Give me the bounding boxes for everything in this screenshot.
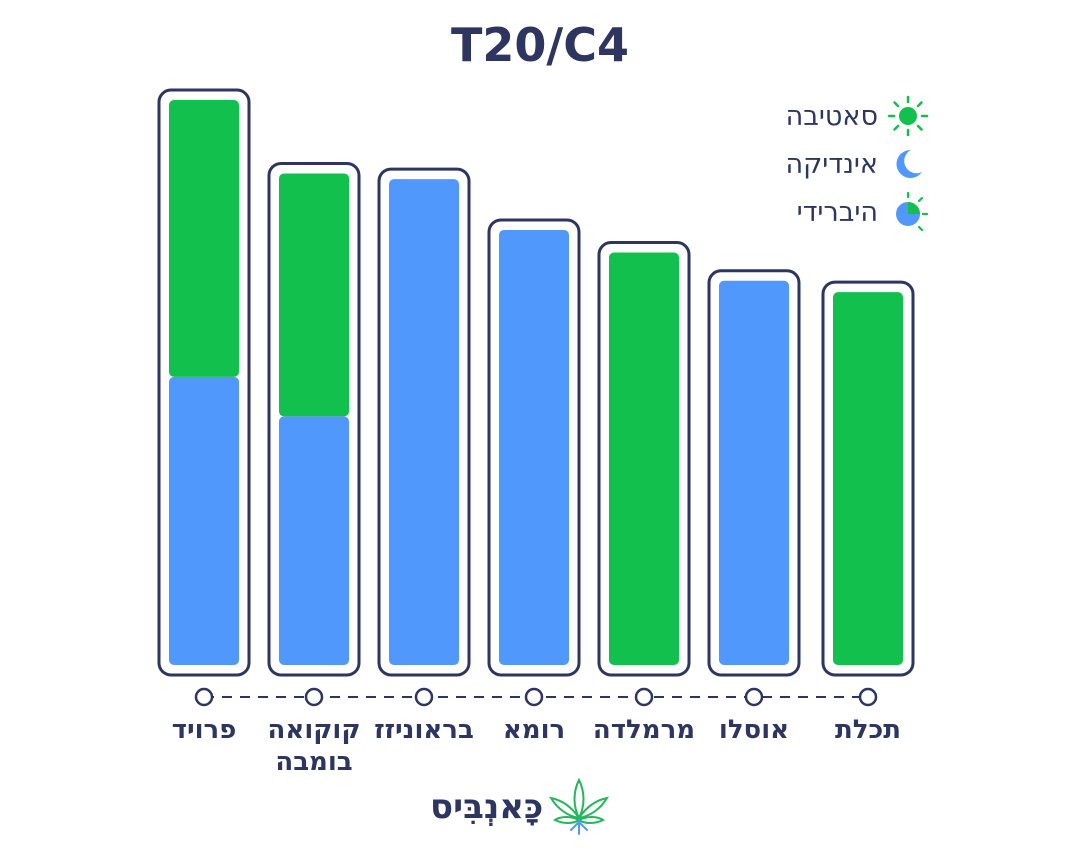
chart-legend: סאטיבה אינדיקה היברידי [740,92,930,236]
category-label-6: אוסלו [719,715,789,745]
bar-sativa-7 [833,292,903,665]
bar-indica-1 [169,376,239,665]
category-marker-3 [414,687,434,707]
category-label-1: פרויד [172,715,237,745]
bar-indica-6 [719,280,789,665]
category-label-4: רומא [503,715,565,745]
legend-label-hybrid: היברידי [796,196,878,228]
legend-item-sativa: סאטיבה [740,92,930,140]
category-marker-4 [524,687,544,707]
bar-indica-2 [279,416,349,665]
moon-icon [896,149,922,178]
sun-icon [887,95,929,137]
category-marker-7 [858,687,878,707]
bar-sativa-2 [279,173,349,417]
brand-logo: כָּאנְבִּיס [430,772,650,842]
legend-label-sativa: סאטיבה [785,100,878,132]
category-label-2: קוקואה בומבה [268,715,361,777]
bar-indica-4 [499,229,569,665]
category-label-5: מרמלדה [593,715,695,745]
legend-label-indica: אינדיקה [785,148,878,180]
brand-name: כָּאנְבִּיס [430,787,544,827]
category-marker-5 [634,687,654,707]
cannabis-leaf-icon [549,777,610,835]
bar-indica-3 [389,179,459,665]
legend-item-hybrid: היברידי [740,188,930,236]
category-marker-1 [194,687,214,707]
category-marker-2 [304,687,324,707]
bar-sativa-5 [609,252,679,666]
category-label-3: בראוניזז [374,715,474,745]
hybrid-icon [896,191,929,232]
category-label-7: תכלת [835,715,901,745]
category-marker-6 [744,687,764,707]
legend-item-indica: אינדיקה [740,140,930,188]
chart-title: T20/C4 [451,18,629,72]
bar-sativa-1 [169,100,239,377]
